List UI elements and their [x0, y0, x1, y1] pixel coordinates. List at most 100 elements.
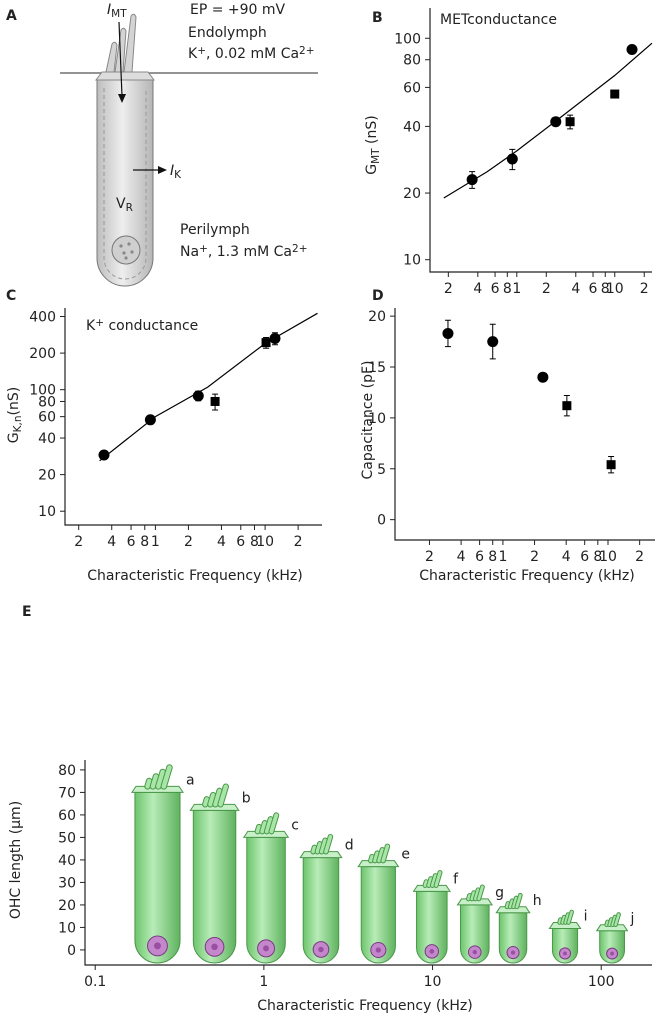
x-tick-label: 2	[425, 549, 434, 565]
square-marker	[610, 89, 620, 99]
stereocilium-fill	[567, 910, 573, 924]
stereocilium-fill	[311, 845, 317, 854]
stereocilium-fill	[260, 821, 267, 834]
stereocilium-fill	[264, 817, 273, 834]
x-tick-label: 10	[606, 281, 624, 297]
stereocilium-fill	[605, 920, 609, 927]
y-axis-title: OHC length (µm)	[8, 801, 24, 919]
square-marker	[562, 401, 572, 411]
y-tick-label: 10	[38, 504, 56, 520]
circle-marker	[487, 336, 499, 348]
square-marker	[606, 460, 616, 470]
y-tick-label: 60	[403, 80, 421, 96]
stereocilium-fill	[324, 834, 333, 854]
axis-line	[64, 308, 322, 526]
stereocilium-fill	[255, 824, 261, 834]
y-tick-label: 100	[394, 31, 421, 47]
stereocilium-fill	[373, 851, 379, 863]
stereocilium-fill	[477, 885, 484, 901]
x-tick-label: 8	[593, 549, 602, 565]
y-tick-label: 400	[29, 310, 56, 326]
y-tick-label: 60	[38, 410, 56, 426]
x-tick-label: 8	[601, 281, 610, 297]
y-tick-label: 80	[403, 53, 421, 69]
x-tick-label: 4	[562, 549, 571, 565]
x-tick-label: 8	[503, 281, 512, 297]
cell-label: e	[401, 847, 410, 863]
cell-label: i	[584, 909, 588, 925]
x-tick-label: 2	[294, 534, 303, 550]
perilymph-ions-part: 2+	[292, 243, 307, 255]
panel-letter: D	[372, 288, 384, 304]
y-tick-label: 70	[58, 785, 76, 801]
stereocilium-fill	[611, 915, 617, 927]
stereocilium-fill	[508, 899, 514, 909]
cell: a	[130, 764, 195, 964]
cell-label: c	[291, 817, 299, 833]
circle-marker	[442, 327, 454, 339]
circle-marker	[506, 153, 518, 165]
cell: b	[189, 783, 251, 964]
x-tick-label: 2	[530, 549, 539, 565]
cell-cap	[548, 922, 582, 930]
cell-nucleolus	[472, 949, 477, 955]
cell-nucleolus	[211, 943, 218, 951]
cell: i	[548, 909, 588, 964]
hair-cell-diagram	[60, 13, 318, 287]
cell-cap	[495, 906, 531, 914]
stereocilium-fill	[430, 874, 437, 887]
y-tick-label: 15	[368, 360, 386, 376]
stereocilium-fill	[156, 769, 165, 789]
cell-body	[192, 809, 237, 964]
stereocilium-fill	[369, 854, 374, 863]
x-tick-label: 6	[580, 549, 589, 565]
y-tick-label: 10	[368, 411, 386, 427]
stereocilium-fill	[381, 844, 390, 863]
y-tick-label: 40	[38, 431, 56, 447]
cell-inner	[103, 88, 147, 280]
k-current: IK	[170, 163, 182, 181]
cell-nucleolus	[375, 947, 381, 953]
panel-letter: B	[372, 10, 383, 26]
y-tick-label: 5	[377, 462, 386, 478]
stereocilium-fill	[145, 778, 152, 789]
cell-cap	[412, 884, 452, 892]
y-tick-label: 40	[58, 853, 76, 869]
cell-body	[551, 928, 579, 964]
x-tick-label: 2	[74, 534, 83, 550]
square-marker	[565, 117, 575, 127]
annotation-part: conductance	[104, 318, 198, 334]
x-tick-label: 1	[498, 549, 507, 565]
annotation-part: +	[95, 317, 104, 329]
fit-line	[443, 42, 653, 199]
x-tick-label: 2	[542, 281, 551, 297]
cell-label: b	[242, 790, 251, 806]
y-axis-title-part: (nS)	[6, 387, 22, 416]
y-tick-label: 0	[67, 943, 76, 959]
cell: c	[242, 812, 299, 964]
x-tick-label: 6	[589, 281, 598, 297]
circle-marker	[626, 43, 638, 55]
cell-cap	[242, 830, 290, 838]
cell: f	[412, 870, 459, 964]
x-tick-label: 2	[640, 281, 649, 297]
panel-letter: A	[6, 8, 17, 24]
stereocilium-fill	[269, 813, 279, 834]
cell: d	[299, 833, 354, 964]
cell-nucleolus	[263, 945, 270, 952]
cell-nucleolus	[563, 951, 567, 956]
y-axis-title-part: G	[6, 432, 22, 443]
x-tick-label: 10	[424, 974, 442, 990]
nucleus-dots	[119, 242, 134, 260]
cell-nucleolus	[318, 946, 324, 953]
cell-body	[302, 857, 340, 964]
cell-body	[459, 904, 490, 964]
y-axis-title-part: MT	[370, 148, 382, 164]
stereocilium-fill	[213, 788, 222, 807]
cell-body	[360, 866, 396, 964]
cell-cap	[357, 860, 400, 868]
cell-body	[246, 836, 286, 964]
